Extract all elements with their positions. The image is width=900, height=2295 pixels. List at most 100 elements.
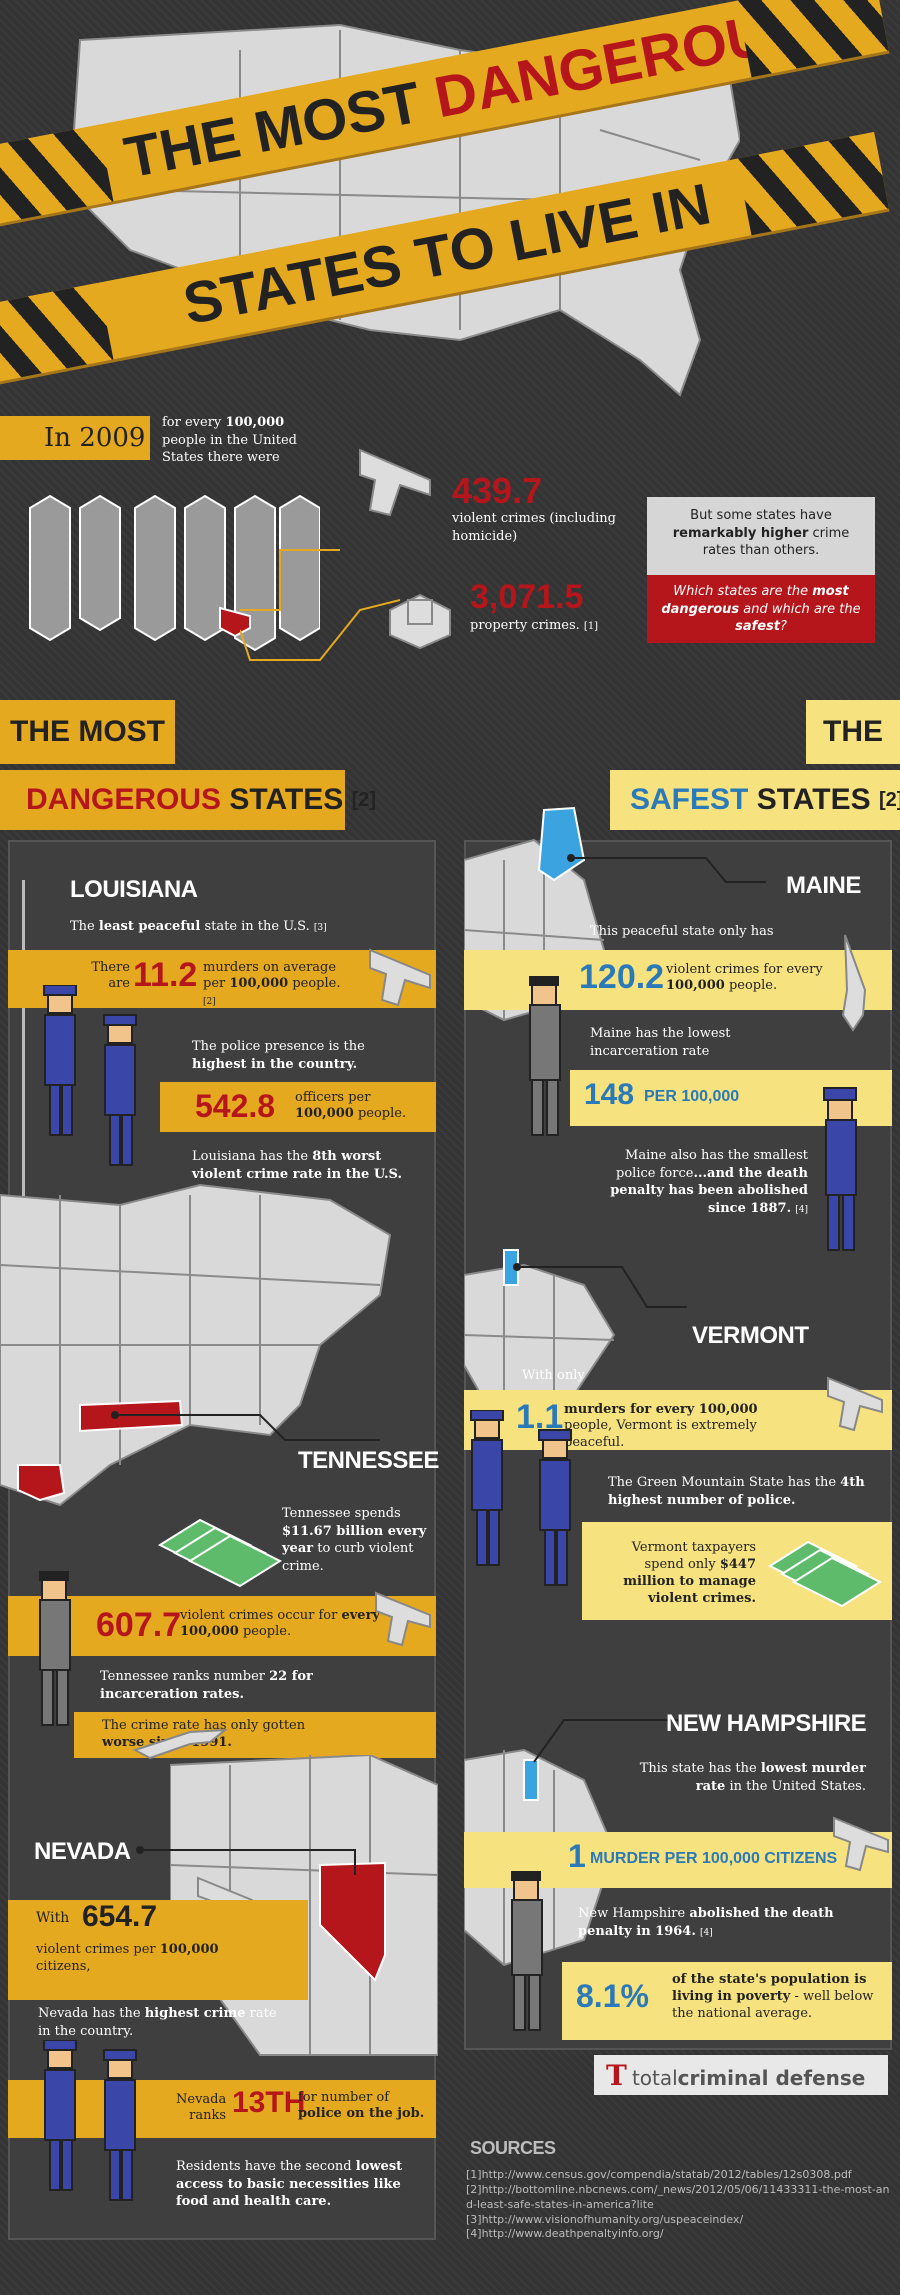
question-box: Which states are the most dangerous and … bbox=[647, 575, 875, 643]
new-hampshire-connector bbox=[533, 1719, 679, 1763]
louisiana-band1: There are 11.2 murders on average per 10… bbox=[8, 950, 436, 1008]
vermont-name: VERMONT bbox=[692, 1322, 809, 1349]
nevada-ranks-pre: Nevada ranks bbox=[176, 2092, 227, 2124]
nevada-fact2: Residents have the second lowest access … bbox=[176, 2159, 403, 2210]
vermont-with-only: With only bbox=[522, 1368, 585, 1383]
officers-value: 542.8 bbox=[195, 1088, 276, 1124]
nevada-band: With 654.7 violent crimes per 100,000 ci… bbox=[8, 1900, 308, 2000]
nevada-violent-value: 654.7 bbox=[82, 1900, 158, 1933]
murders-value: 11.2 bbox=[133, 956, 198, 994]
dangerous-header-2: DANGEROUS STATES [2] bbox=[0, 770, 376, 830]
gun-icon bbox=[369, 948, 431, 1007]
vermont-map bbox=[464, 1249, 616, 1402]
maine-incarceration-unit: PER 100,000 bbox=[644, 1088, 740, 1105]
vermont-fact1: The Green Mountain State has the 4th hig… bbox=[608, 1475, 865, 1508]
nevada-name: NEVADA bbox=[34, 1838, 131, 1865]
louisiana-fact2: The police presence is the highest in th… bbox=[192, 1039, 365, 1072]
dangerous-header-1: THE MOST bbox=[0, 700, 175, 764]
source-item[interactable]: [2]http://bottomline.nbcnews.com/_news/2… bbox=[466, 2182, 890, 2211]
new-hampshire-fact1: This state has the lowest murder rate in… bbox=[639, 1761, 866, 1794]
prisoner-icon bbox=[39, 1571, 71, 1726]
safest-header-1: THE bbox=[806, 700, 900, 764]
vermont-connector bbox=[513, 1263, 687, 1308]
nh-murder-unit: MURDER PER 100,000 CITIZENS bbox=[590, 1850, 838, 1867]
usa-map-dangerous bbox=[0, 1183, 392, 1507]
tennessee-violent-value: 607.7 bbox=[96, 1606, 182, 1644]
louisiana-fact3: Louisiana has the 8th worst violent crim… bbox=[192, 1149, 402, 1182]
callout-box: But some states have remarkably higher c… bbox=[647, 497, 875, 575]
tennessee-fact1: Tennessee spends $11.67 billion every ye… bbox=[282, 1506, 427, 1574]
nevada-band2-text: for number of police on the job. bbox=[298, 2090, 425, 2122]
nevada-rank-value: 13TH bbox=[232, 2086, 306, 2119]
maine-fact1: This peaceful state only has bbox=[590, 924, 774, 939]
nevada-connector bbox=[136, 1846, 356, 1875]
vermont-band2-text: Vermont taxpayers spend only $447 millio… bbox=[623, 1540, 756, 1606]
nevada-band-text: violent crimes per 100,000 citizens, bbox=[36, 1942, 219, 1974]
nh-poverty-text: of the state's population is living in p… bbox=[672, 1972, 874, 2021]
maine-fact3: Maine also has the smallest police force… bbox=[610, 1148, 808, 1216]
sources-title: SOURCES bbox=[470, 2138, 556, 2158]
safe-icon bbox=[389, 593, 451, 650]
prisoner-icon bbox=[511, 1871, 543, 2031]
money-icon bbox=[157, 1518, 283, 1588]
vermont-band: 1.1 murders for every 100,000 people, Ve… bbox=[464, 1390, 892, 1450]
brand-name-b: criminal defense bbox=[677, 2066, 866, 2090]
louisiana-connector bbox=[22, 880, 25, 1480]
connector-lines bbox=[240, 549, 401, 661]
gun-icon bbox=[833, 1816, 889, 1872]
police-officers-icon bbox=[43, 2040, 137, 2201]
nh-poverty-value: 8.1% bbox=[576, 1978, 649, 2014]
police-officers-icon bbox=[470, 1410, 572, 1586]
maine-fact2: Maine has the lowest incarceration rate bbox=[590, 1026, 731, 1059]
tennessee-name: TENNESSEE bbox=[298, 1447, 439, 1474]
louisiana-band2: 542.8 officers per 100,000 people. bbox=[160, 1082, 436, 1132]
buildings-graphic bbox=[29, 494, 320, 652]
knife-icon bbox=[132, 1728, 229, 1760]
police-officer-icon bbox=[823, 1087, 857, 1251]
year-badge: In 2009 bbox=[0, 416, 150, 460]
brand-logo[interactable]: T totalcriminal defense bbox=[594, 2055, 888, 2095]
officers-label: officers per 100,000 people. bbox=[295, 1090, 407, 1122]
new-hampshire-name: NEW HAMPSHIRE bbox=[666, 1710, 867, 1737]
maine-band1-text: violent crimes for every 100,000 people. bbox=[666, 962, 823, 994]
louisiana-name: LOUISIANA bbox=[70, 876, 198, 903]
new-hampshire-band2: 8.1% of the state's population is living… bbox=[562, 1962, 892, 2040]
new-hampshire-fact2: New Hampshire abolished the death penalt… bbox=[578, 1906, 834, 1939]
nevada-with: With bbox=[36, 1910, 70, 1926]
source-item[interactable]: [3]http://www.visionofhumanity.org/uspea… bbox=[466, 2212, 744, 2226]
maine-connector bbox=[567, 854, 766, 883]
prisoner-icon bbox=[529, 976, 561, 1136]
nh-murder-value: 1 bbox=[568, 1838, 586, 1874]
nevada-band2: Nevada ranks 13TH for number of police o… bbox=[8, 2080, 436, 2138]
gun-icon bbox=[375, 1591, 431, 1647]
brand-name-a: total bbox=[631, 2066, 678, 2090]
tennessee-band-text: violent crimes occur for every 100,000 p… bbox=[180, 1608, 380, 1640]
band1-pre: There are bbox=[91, 960, 130, 992]
violent-crimes-value: 439.7 bbox=[452, 470, 543, 511]
band1-text: murders on average per 100,000 people. [… bbox=[203, 960, 341, 1007]
gun-icon bbox=[359, 448, 431, 517]
money-icon bbox=[767, 1540, 883, 1608]
maine-name: MAINE bbox=[786, 872, 861, 899]
brand-mark: T bbox=[606, 2059, 627, 2092]
source-item[interactable]: [1]http://www.census.gov/compendia/stata… bbox=[466, 2168, 852, 2181]
source-item[interactable]: [4]http://www.deathpenaltyinfo.org/ bbox=[466, 2227, 664, 2241]
property-crimes-label: property crimes. [1] bbox=[470, 618, 599, 633]
tennessee-fact2: Tennessee ranks number 22 for incarcerat… bbox=[100, 1669, 313, 1702]
gun-icon bbox=[827, 1376, 883, 1432]
nevada-fact1: Nevada has the highest crime rate in the… bbox=[38, 2006, 277, 2039]
maine-violent-value: 120.2 bbox=[579, 958, 665, 996]
sources-list: [1]http://www.census.gov/compendia/stata… bbox=[466, 2168, 891, 2242]
louisiana-fact1: The least peaceful state in the U.S. [3] bbox=[70, 919, 327, 934]
vermont-band-text: murders for every 100,000 people, Vermon… bbox=[564, 1402, 758, 1450]
tennessee-band: 607.7 violent crimes occur for every 100… bbox=[8, 1596, 436, 1656]
intro-lead: for every 100,000 people in the United S… bbox=[162, 415, 297, 466]
tennessee-connector bbox=[111, 1411, 380, 1441]
violent-crimes-label: violent crimes (including homicide) bbox=[452, 511, 616, 544]
safest-header-2: SAFEST STATES [2] bbox=[610, 770, 900, 830]
maine-incarceration-value: 148 bbox=[584, 1078, 635, 1111]
tennessee-band2: The crime rate has only gotten worse sin… bbox=[74, 1712, 436, 1758]
knife-icon bbox=[841, 934, 867, 1032]
property-crimes-value: 3,071.5 bbox=[470, 578, 584, 616]
